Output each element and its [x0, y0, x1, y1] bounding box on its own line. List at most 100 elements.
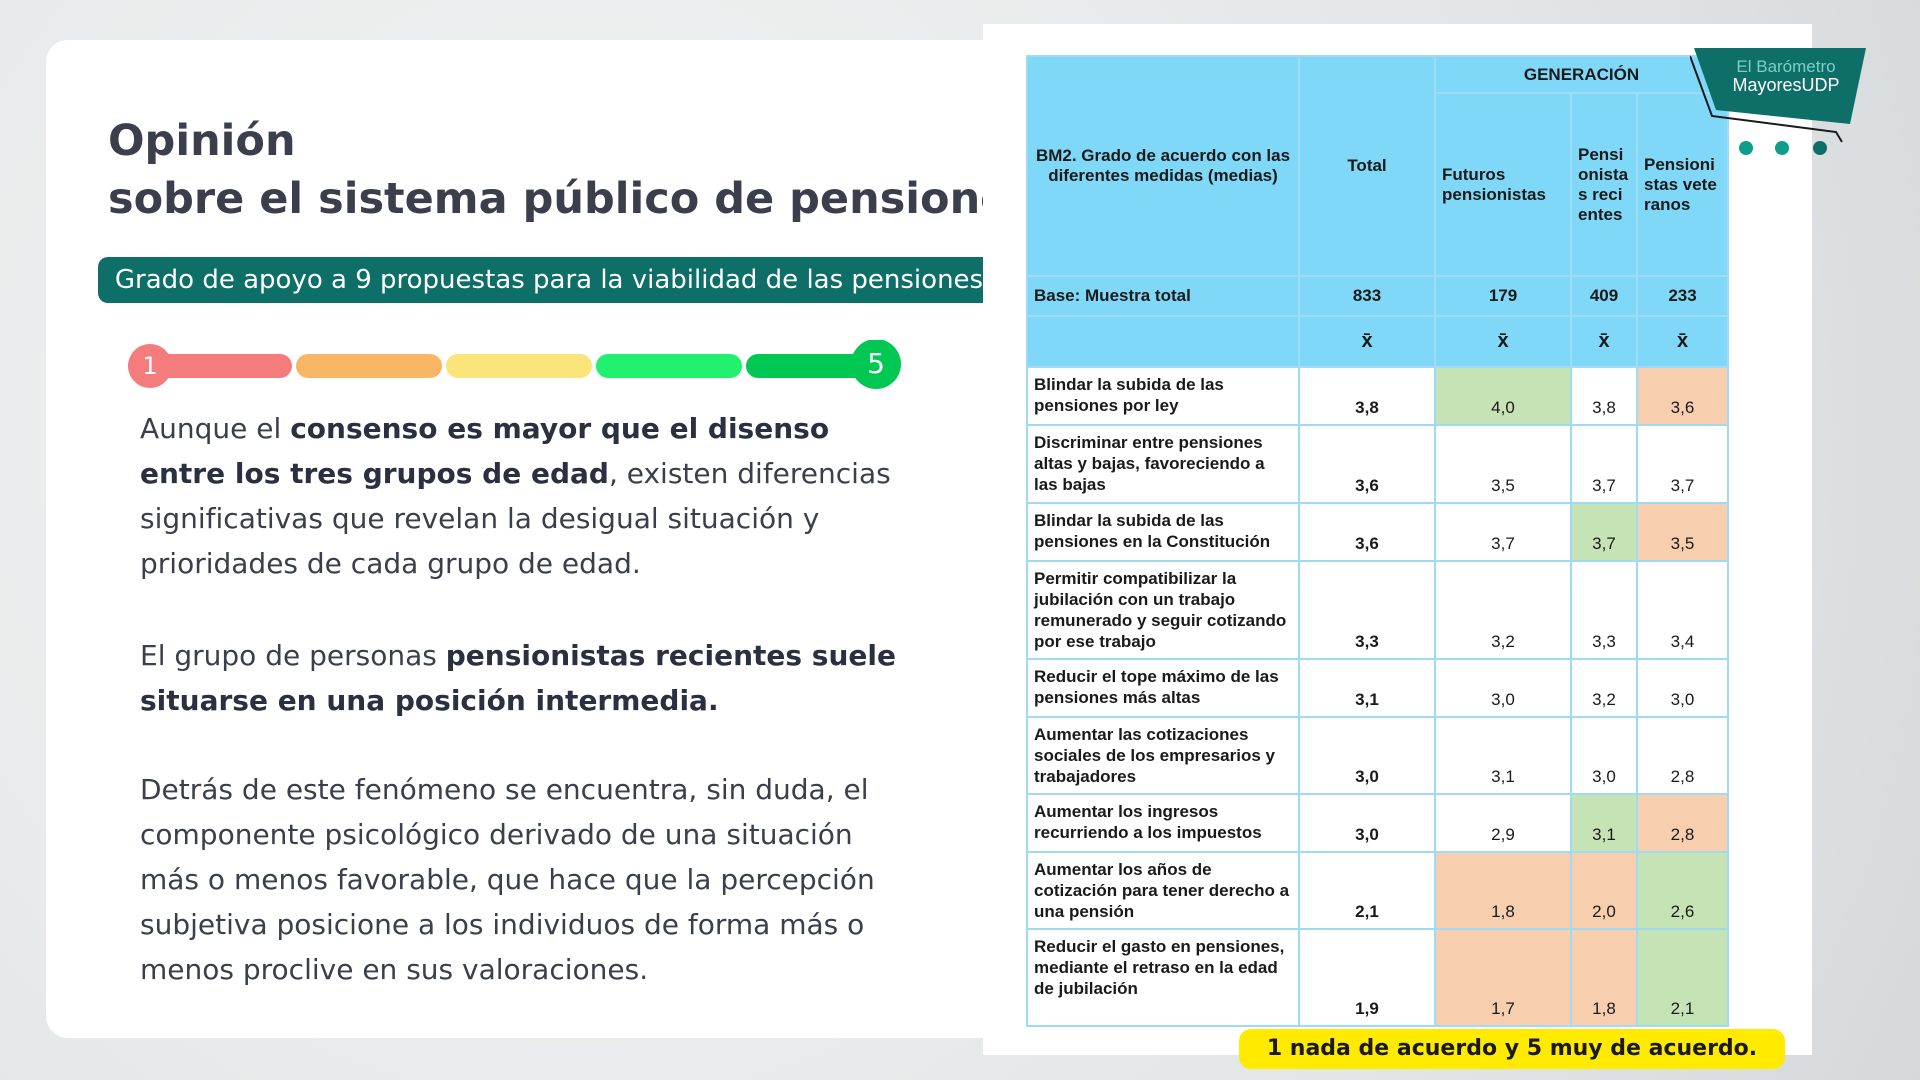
logo-line: El Barómetro [1736, 57, 1835, 76]
total-header: Total [1298, 55, 1436, 277]
value-cell: 2,6 [1636, 851, 1729, 930]
value-cell: 3,8 [1570, 366, 1638, 426]
row-label: Reducir el gasto en pensiones, mediante … [1026, 928, 1300, 1027]
value-cell: 3,3 [1298, 560, 1436, 660]
paragraph: Detrás de este fenómeno se encuentra, si… [140, 767, 900, 992]
scale-max-label: 5 [867, 347, 885, 380]
row-label: Reducir el tope máximo de las pensiones … [1026, 658, 1300, 718]
value-cell: 3,1 [1434, 716, 1572, 795]
badge: Grado de apoyo a 9 propuestas para la vi… [98, 257, 1000, 303]
logo-line: MayoresUDP [1732, 75, 1839, 95]
paragraph: El grupo de personas pensionistas recien… [140, 633, 900, 723]
value-cell: 3,0 [1298, 793, 1436, 853]
value-cell: 3,6 [1636, 366, 1729, 426]
value-cell: 4,0 [1434, 366, 1572, 426]
value-cell: 3,7 [1636, 424, 1729, 504]
mean-symbol: x̄ [1570, 315, 1638, 368]
value-cell: 3,5 [1636, 502, 1729, 562]
mean-symbol: x̄ [1434, 315, 1572, 368]
row-label: Discriminar entre pensiones altas y baja… [1026, 424, 1300, 504]
subgroup-header: Pensionistas veteranos [1636, 92, 1729, 277]
scale-min-dot [128, 344, 172, 388]
data-row: Blindar la subida de las pensiones por l… [1026, 366, 1729, 426]
value-cell: 1,9 [1298, 928, 1436, 1027]
footnote: 1 nada de acuerdo y 5 muy de acuerdo. [1239, 1029, 1785, 1069]
symbol-row: x̄ x̄ x̄ x̄ [1026, 315, 1729, 368]
data-row: Discriminar entre pensiones altas y baja… [1026, 424, 1729, 504]
value-cell: 3,3 [1570, 560, 1638, 660]
value-cell: 2,8 [1636, 716, 1729, 795]
base-value: 833 [1298, 275, 1436, 317]
value-cell: 3,8 [1298, 366, 1436, 426]
bold-text: pensionistas recientes suele situarse en… [140, 639, 896, 717]
value-cell: 1,7 [1434, 928, 1572, 1027]
text: Detrás de este fenómeno se encuentra, si… [140, 773, 875, 986]
subgroup-header: Pensionistas recientes [1570, 92, 1638, 277]
value-cell: 2,1 [1636, 928, 1729, 1027]
base-row: Base: Muestra total 833 179 409 233 [1026, 275, 1729, 317]
row-label: Aumentar las cotizaciones sociales de lo… [1026, 716, 1300, 795]
row-label: Aumentar los ingresos recurriendo a los … [1026, 793, 1300, 853]
row-label: Permitir compatibilizar la jubilación co… [1026, 560, 1300, 660]
agreement-scale: 1 5 [128, 340, 901, 389]
data-row: Blindar la subida de las pensiones en la… [1026, 502, 1729, 562]
value-cell: 3,0 [1570, 716, 1638, 795]
data-row: Reducir el tope máximo de las pensiones … [1026, 658, 1729, 718]
value-cell: 3,0 [1434, 658, 1572, 718]
value-cell: 3,2 [1434, 560, 1572, 660]
data-row: Aumentar las cotizaciones sociales de lo… [1026, 716, 1729, 795]
subgroup-header: Futuros pensionistas [1434, 92, 1572, 277]
question-header: BM2. Grado de acuerdo con las diferentes… [1026, 55, 1300, 277]
logo-shape [1694, 48, 1866, 124]
paragraph: Aunque el consenso es mayor que el disen… [140, 406, 900, 586]
logo: El Barómetro MayoresUDP [1690, 48, 1866, 155]
value-cell: 3,0 [1636, 658, 1729, 718]
row-label: Blindar la subida de las pensiones en la… [1026, 502, 1300, 562]
results-table: BM2. Grado de acuerdo con las diferentes… [1026, 55, 1729, 1027]
value-cell: 3,4 [1636, 560, 1729, 660]
text: Aunque el [140, 412, 291, 445]
value-cell: 2,1 [1298, 851, 1436, 930]
scale-max-dot [851, 340, 901, 389]
base-value: 233 [1636, 275, 1729, 317]
base-value: 409 [1570, 275, 1638, 317]
empty-cell [1026, 315, 1300, 368]
scale-segment [596, 354, 742, 378]
value-cell: 3,0 [1298, 716, 1436, 795]
data-row: Aumentar los ingresos recurriendo a los … [1026, 793, 1729, 853]
scale-min-label: 1 [142, 352, 157, 380]
base-label: Base: Muestra total [1026, 275, 1300, 317]
value-cell: 1,8 [1434, 851, 1572, 930]
logo-icon [1739, 141, 1753, 155]
base-value: 179 [1434, 275, 1572, 317]
text: , existen diferencias significativas que… [140, 457, 891, 580]
scale-segment [296, 354, 442, 378]
title-line: Opinión [108, 116, 296, 166]
text: El grupo de personas [140, 639, 446, 672]
title-line: sobre el sistema público de pensiones [108, 174, 1035, 224]
bold-text: consenso es mayor que el disenso entre l… [140, 412, 830, 490]
value-cell: 3,7 [1570, 502, 1638, 562]
row-label: Aumentar los años de cotización para ten… [1026, 851, 1300, 930]
value-cell: 3,7 [1570, 424, 1638, 504]
value-cell: 3,5 [1434, 424, 1572, 504]
mean-symbol: x̄ [1298, 315, 1436, 368]
value-cell: 2,8 [1636, 793, 1729, 853]
value-cell: 3,6 [1298, 502, 1436, 562]
value-cell: 3,6 [1298, 424, 1436, 504]
left-card [46, 40, 1016, 1038]
data-row: Aumentar los años de cotización para ten… [1026, 851, 1729, 930]
scale-segment [446, 354, 592, 378]
logo-icon [1813, 141, 1827, 155]
value-cell: 2,0 [1570, 851, 1638, 930]
row-label: Blindar la subida de las pensiones por l… [1026, 366, 1300, 426]
logo-outline [1690, 55, 1843, 143]
value-cell: 1,8 [1570, 928, 1638, 1027]
group-header: GENERACIÓN [1434, 55, 1729, 94]
data-row: Permitir compatibilizar la jubilación co… [1026, 560, 1729, 660]
value-cell: 3,1 [1570, 793, 1638, 853]
value-cell: 3,7 [1434, 502, 1572, 562]
data-row: Reducir el gasto en pensiones, mediante … [1026, 928, 1729, 1027]
value-cell: 2,9 [1434, 793, 1572, 853]
